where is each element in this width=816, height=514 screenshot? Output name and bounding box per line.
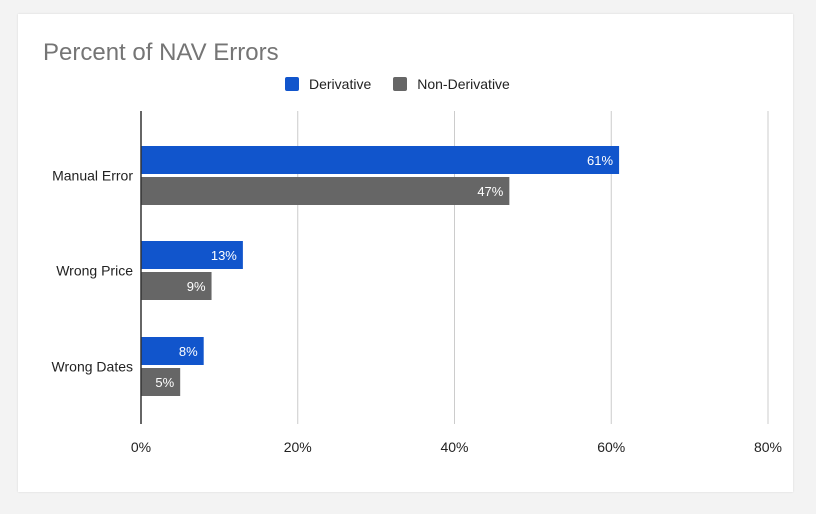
legend-item-derivative: Derivative xyxy=(285,76,371,92)
x-tick-label: 20% xyxy=(284,439,312,455)
data-label: 9% xyxy=(187,279,206,294)
legend-label-derivative: Derivative xyxy=(309,76,372,92)
bar xyxy=(141,177,510,205)
x-tick-label: 80% xyxy=(754,439,782,455)
x-tick-label: 40% xyxy=(440,439,468,455)
category-label: Wrong Price xyxy=(56,263,133,279)
data-label: 61% xyxy=(587,153,613,168)
category-label: Wrong Dates xyxy=(52,359,133,375)
category-label: Manual Error xyxy=(52,168,133,184)
chart-card: Percent of NAV Errors Derivative Non-Der… xyxy=(18,14,793,492)
chart-plot-area: 0% 20% 40% 60% 80% 61% 47% Manual Error 13% 9% Wro… xyxy=(52,111,782,455)
legend-label-non-derivative: Non-Derivative xyxy=(417,76,510,92)
legend-swatch-derivative xyxy=(285,77,299,91)
data-label: 8% xyxy=(179,344,198,359)
data-label: 5% xyxy=(155,375,174,390)
bar xyxy=(141,368,181,396)
chart-legend: Derivative Non-Derivative xyxy=(285,76,532,92)
bar xyxy=(141,146,620,174)
data-label: 13% xyxy=(211,248,237,263)
chart-title: Percent of NAV Errors xyxy=(43,39,279,66)
x-tick-label: 0% xyxy=(131,439,151,455)
legend-swatch-non-derivative xyxy=(393,77,408,91)
data-label: 47% xyxy=(477,184,503,199)
bar xyxy=(141,337,204,365)
legend-item-non-derivative: Non-Derivative xyxy=(393,76,510,92)
x-tick-label: 60% xyxy=(597,439,625,455)
bar xyxy=(141,272,212,300)
bar xyxy=(141,241,243,269)
